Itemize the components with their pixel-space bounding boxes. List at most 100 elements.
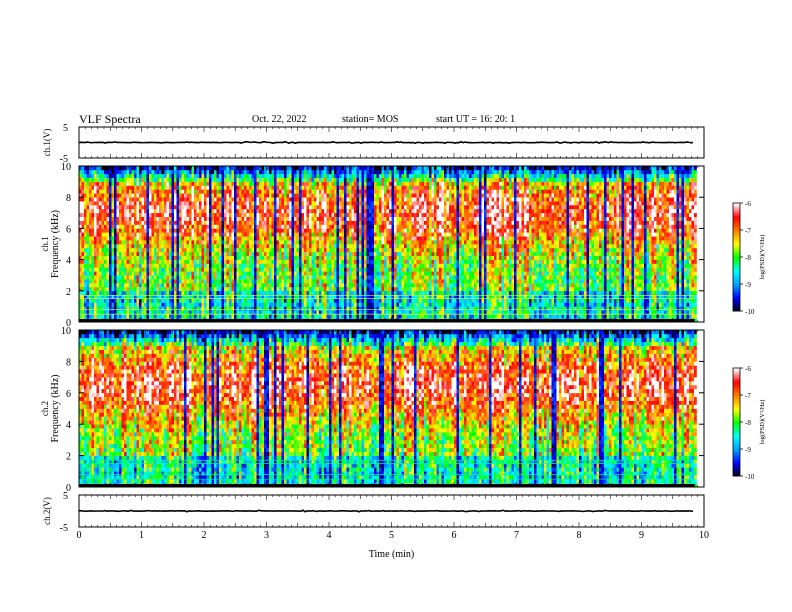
spectrogram-cell xyxy=(109,193,112,198)
spectrogram-cell xyxy=(271,220,275,225)
spectrogram-cell xyxy=(141,283,145,288)
spectrogram-cell xyxy=(166,181,170,186)
spectrogram-cell xyxy=(346,208,350,214)
spectrogram-cell xyxy=(301,283,305,288)
spectrogram-cell xyxy=(356,310,360,315)
spectrogram-cell xyxy=(324,212,327,217)
spectrogram-cell xyxy=(259,290,262,295)
spectrogram-cell xyxy=(351,294,355,299)
spectrogram-cell xyxy=(349,275,352,280)
spectrogram-cell xyxy=(206,232,210,237)
spectrogram-cell xyxy=(349,302,352,307)
spectrogram-cell xyxy=(351,275,355,280)
spectrogram-cell xyxy=(179,267,182,272)
spectrogram-cell xyxy=(309,283,312,288)
spectrogram-cell xyxy=(151,193,155,198)
spectrogram-cell xyxy=(84,208,87,214)
spectrogram-cell xyxy=(296,197,300,202)
spectrogram-cell xyxy=(231,166,235,171)
spectrogram-cell xyxy=(154,185,157,190)
spectrogram-cell xyxy=(151,212,155,217)
spectrogram-cell xyxy=(341,251,345,256)
spectrogram-cell xyxy=(276,255,280,260)
spectrogram-cell xyxy=(81,208,85,214)
spectrogram-cell xyxy=(311,251,315,256)
spectrogram-cell xyxy=(334,286,337,292)
spectrogram-cell xyxy=(99,271,102,276)
spectrogram-cell xyxy=(171,189,175,194)
spectrogram-cell xyxy=(354,220,357,225)
spectrogram-cell xyxy=(269,220,272,225)
spectrogram-cell xyxy=(351,298,355,303)
spectrogram-cell xyxy=(81,177,85,182)
spectrogram-cell xyxy=(226,314,230,319)
spectrogram-cell xyxy=(149,263,152,268)
spectrogram-cell xyxy=(206,212,210,217)
spectrogram-cell xyxy=(314,181,317,186)
spectrogram-cell xyxy=(189,232,192,237)
spectrogram-cell xyxy=(354,294,357,299)
spectrogram-cell xyxy=(259,236,262,241)
spectrogram-cell xyxy=(121,275,125,280)
spectrogram-cell xyxy=(126,244,130,249)
spectrogram-cell xyxy=(106,224,110,229)
spectrogram-cell xyxy=(81,263,85,268)
spectrogram-cell xyxy=(349,267,352,272)
spectrogram-cell xyxy=(144,290,147,295)
spectrogram-cell xyxy=(219,205,222,210)
spectrogram-cell xyxy=(169,228,172,233)
spectrogram-cell xyxy=(131,193,135,198)
spectrogram-cell xyxy=(294,290,297,295)
spectrogram-cell xyxy=(294,267,297,272)
spectrogram-cell xyxy=(176,247,180,253)
spectrogram-cell xyxy=(94,216,97,221)
spectrogram-cell xyxy=(191,208,195,214)
spectrogram-cell xyxy=(304,212,307,217)
spectrogram-cell xyxy=(141,201,145,206)
spectrogram-cell xyxy=(191,169,195,175)
spectrogram-cell xyxy=(81,185,85,190)
y-tick-label: -5 xyxy=(60,523,68,534)
spectrogram-cell xyxy=(206,240,210,245)
spectrogram-cell xyxy=(84,169,87,175)
spectrogram-cell xyxy=(279,314,282,319)
spectrogram-cell xyxy=(119,298,122,303)
spectrogram-cell xyxy=(174,251,177,256)
spectrogram-cell xyxy=(164,251,167,256)
spectrogram-cell xyxy=(164,283,167,288)
spectrogram-cell xyxy=(244,208,247,214)
spectrogram-cell xyxy=(141,244,145,249)
spectrogram-cell xyxy=(129,302,132,307)
spectrogram-cell xyxy=(89,224,92,229)
spectrogram-cell xyxy=(324,228,327,233)
spectrogram-cell xyxy=(314,208,317,214)
spectrogram-cell xyxy=(144,185,147,190)
spectrogram-cell xyxy=(81,189,85,194)
spectrogram-cell xyxy=(339,286,342,292)
spectrogram-cell xyxy=(224,255,227,260)
spectrogram-cell xyxy=(219,294,222,299)
spectrogram-cell xyxy=(99,244,102,249)
spectrogram-cell xyxy=(116,224,120,229)
spectrogram-cell xyxy=(136,205,140,210)
spectrogram-cell xyxy=(219,255,222,260)
spectrogram-cell xyxy=(129,271,132,276)
spectrogram-cell xyxy=(131,232,135,237)
spectrogram-cell xyxy=(294,228,297,233)
spectrogram-cell xyxy=(196,216,200,221)
spectrogram-cell xyxy=(276,302,280,307)
spectrogram-cell xyxy=(276,271,280,276)
spectrogram-cell xyxy=(229,228,232,233)
spectrogram-cell xyxy=(344,267,347,272)
spectrogram-cell xyxy=(139,247,142,253)
spectrogram-cell xyxy=(211,228,215,233)
spectrogram-cell xyxy=(229,290,232,295)
spectrogram-cell xyxy=(239,208,242,214)
spectrogram-cell xyxy=(94,177,97,182)
spectrogram-cell xyxy=(311,314,315,319)
spectrogram-cell xyxy=(214,236,217,241)
spectrogram-cell xyxy=(109,205,112,210)
spectrogram-cell xyxy=(346,201,350,206)
spectrogram-cell xyxy=(204,232,207,237)
spectrogram-cell xyxy=(89,228,92,233)
